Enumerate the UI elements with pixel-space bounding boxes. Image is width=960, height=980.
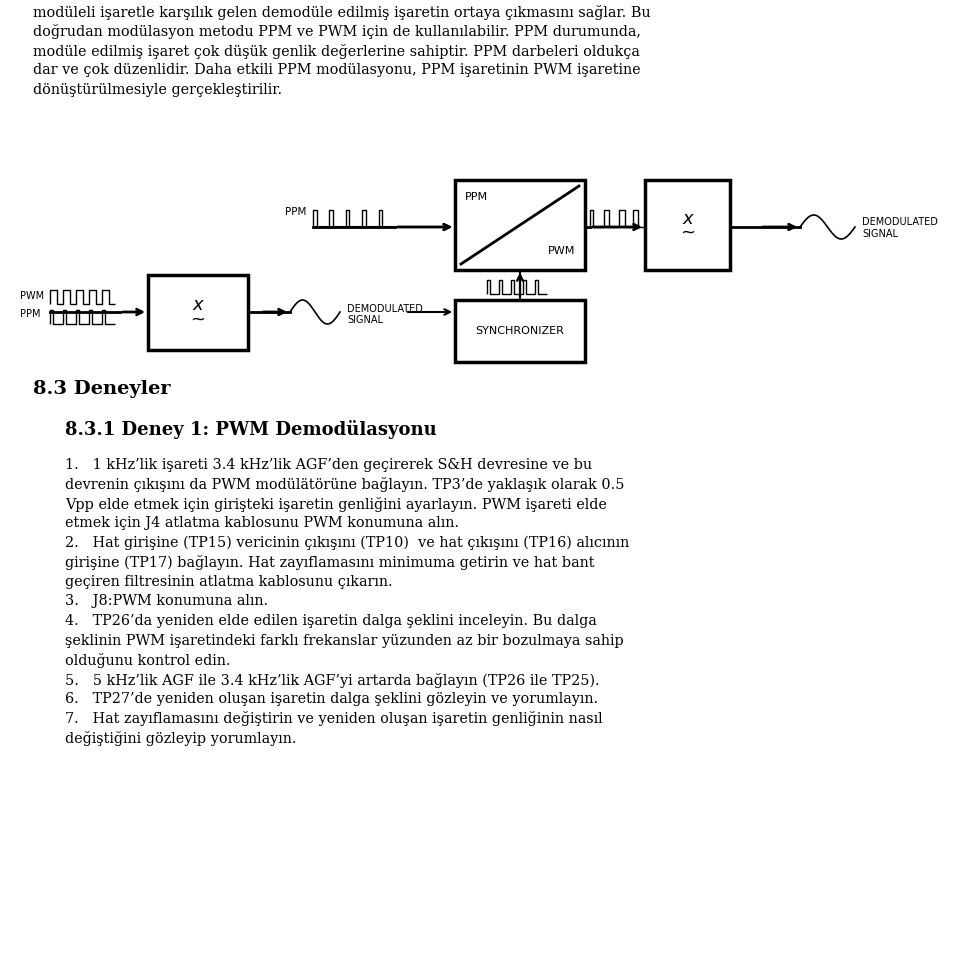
Text: modüle edilmiş işaret çok düşük genlik değerlerine sahiptir. PPM darbeleri olduk: modüle edilmiş işaret çok düşük genlik d… bbox=[33, 44, 640, 59]
Text: 2.   Hat girişine (TP15) vericinin çıkışını (TP10)  ve hat çıkışını (TP16) alıcı: 2. Hat girişine (TP15) vericinin çıkışın… bbox=[65, 536, 629, 551]
Text: x: x bbox=[193, 297, 204, 315]
Text: PPM: PPM bbox=[20, 309, 40, 319]
Text: olduğunu kontrol edin.: olduğunu kontrol edin. bbox=[65, 653, 230, 668]
Text: ~: ~ bbox=[190, 311, 205, 328]
Bar bbox=[455, 300, 585, 362]
Text: modüleli işaretle karşılık gelen demodüle edilmiş işaretin ortaya çıkmasını sağl: modüleli işaretle karşılık gelen demodül… bbox=[33, 5, 651, 20]
Text: 4.   TP26’da yeniden elde edilen işaretin dalga şeklini inceleyin. Bu dalga: 4. TP26’da yeniden elde edilen işaretin … bbox=[65, 614, 597, 628]
Text: 3.   J8:PWM konumuna alın.: 3. J8:PWM konumuna alın. bbox=[65, 595, 268, 609]
Text: 6.   TP27’de yeniden oluşan işaretin dalga şeklini gözleyin ve yorumlayın.: 6. TP27’de yeniden oluşan işaretin dalga… bbox=[65, 692, 598, 706]
Text: DEMODULATED: DEMODULATED bbox=[862, 217, 938, 227]
Bar bbox=[455, 180, 585, 270]
Text: x: x bbox=[683, 210, 693, 228]
Text: SYNCHRONIZER: SYNCHRONIZER bbox=[475, 326, 564, 336]
Text: ~: ~ bbox=[680, 224, 695, 242]
Text: şeklinin PWM işaretindeki farklı frekanslar yüzunden az bir bozulmaya sahip: şeklinin PWM işaretindeki farklı frekans… bbox=[65, 633, 624, 648]
Text: Vpp elde etmek için girişteki işaretin genliğini ayarlayın. PWM işareti elde: Vpp elde etmek için girişteki işaretin g… bbox=[65, 497, 607, 512]
Text: doğrudan modülasyon metodu PPM ve PWM için de kullanılabilir. PPM durumunda,: doğrudan modülasyon metodu PPM ve PWM iç… bbox=[33, 24, 641, 39]
Text: devrenin çıkışını da PWM modülätörüne bağlayın. TP3’de yaklaşık olarak 0.5: devrenin çıkışını da PWM modülätörüne ba… bbox=[65, 477, 625, 493]
Text: geçiren filtresinin atlatma kablosunu çıkarın.: geçiren filtresinin atlatma kablosunu çı… bbox=[65, 575, 393, 589]
Text: 7.   Hat zayıflamasını değiştirin ve yeniden oluşan işaretin genliğinin nasıl: 7. Hat zayıflamasını değiştirin ve yenid… bbox=[65, 711, 603, 726]
Text: 8.3.1 Deney 1: PWM Demodülasyonu: 8.3.1 Deney 1: PWM Demodülasyonu bbox=[65, 420, 437, 439]
Text: etmek için J4 atlatma kablosunu PWM konumuna alın.: etmek için J4 atlatma kablosunu PWM konu… bbox=[65, 516, 459, 530]
Text: DEMODULATED: DEMODULATED bbox=[347, 304, 422, 314]
Text: girişine (TP17) bağlayın. Hat zayıflamasını minimuma getirin ve hat bant: girişine (TP17) bağlayın. Hat zayıflamas… bbox=[65, 556, 594, 570]
Text: SIGNAL: SIGNAL bbox=[862, 229, 898, 239]
Text: PPM: PPM bbox=[285, 207, 306, 217]
Text: dar ve çok düzenlidir. Daha etkili PPM modülasyonu, PPM işaretinin PWM işaretine: dar ve çok düzenlidir. Daha etkili PPM m… bbox=[33, 64, 640, 77]
Text: PWM: PWM bbox=[20, 291, 44, 301]
Text: 8.3 Deneyler: 8.3 Deneyler bbox=[33, 380, 171, 398]
Text: 5.   5 kHz’lik AGF ile 3.4 kHz’lik AGF’yi artarda bağlayın (TP26 ile TP25).: 5. 5 kHz’lik AGF ile 3.4 kHz’lik AGF’yi … bbox=[65, 672, 600, 688]
Text: PWM: PWM bbox=[547, 246, 575, 256]
Text: SIGNAL: SIGNAL bbox=[347, 315, 383, 325]
Bar bbox=[148, 275, 248, 350]
Text: 1.   1 kHz’lik işareti 3.4 kHz’lik AGF’den geçirerek S&H devresine ve bu: 1. 1 kHz’lik işareti 3.4 kHz’lik AGF’den… bbox=[65, 458, 592, 472]
Text: dönüştürülmesiyle gerçekleştirilir.: dönüştürülmesiyle gerçekleştirilir. bbox=[33, 83, 282, 97]
Bar bbox=[645, 180, 730, 270]
Text: değiştiğini gözleyip yorumlayın.: değiştiğini gözleyip yorumlayın. bbox=[65, 731, 297, 746]
Text: PPM: PPM bbox=[465, 192, 488, 202]
